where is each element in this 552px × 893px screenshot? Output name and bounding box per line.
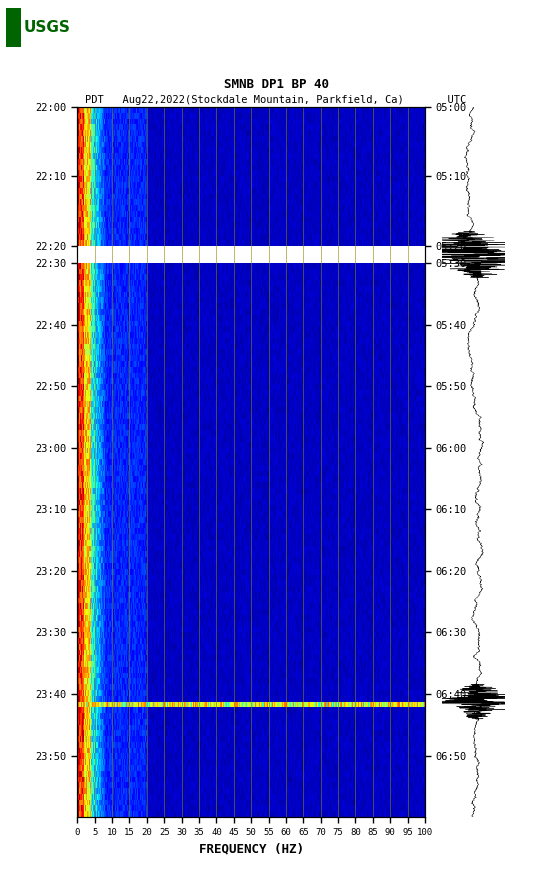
Text: SMNB DP1 BP 40: SMNB DP1 BP 40	[224, 79, 328, 91]
Text: USGS: USGS	[23, 21, 70, 35]
Text: PDT   Aug22,2022(Stockdale Mountain, Parkfield, Ca)       UTC: PDT Aug22,2022(Stockdale Mountain, Parkf…	[86, 95, 466, 105]
X-axis label: FREQUENCY (HZ): FREQUENCY (HZ)	[199, 842, 304, 855]
FancyBboxPatch shape	[6, 8, 21, 47]
